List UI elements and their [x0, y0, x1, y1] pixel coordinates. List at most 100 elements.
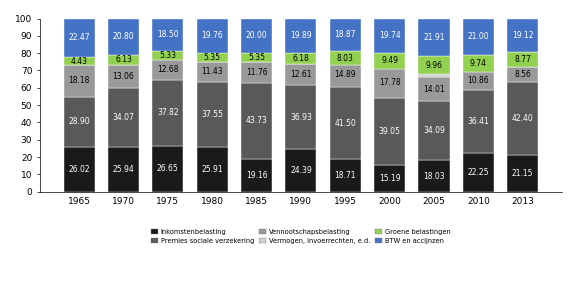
Bar: [374, 67, 405, 98]
Text: 11.76: 11.76: [246, 68, 267, 77]
Text: 9.49: 9.49: [381, 56, 398, 65]
Text: 18.71: 18.71: [335, 171, 356, 180]
Bar: [152, 80, 183, 145]
Bar: [418, 74, 449, 77]
Text: 41.50: 41.50: [335, 119, 356, 128]
Bar: [197, 147, 228, 192]
Bar: [286, 53, 316, 64]
Text: 26.65: 26.65: [157, 164, 179, 173]
Text: 8.77: 8.77: [514, 55, 531, 64]
Text: 18.18: 18.18: [69, 76, 90, 85]
Bar: [418, 77, 449, 102]
Text: 5.35: 5.35: [248, 53, 265, 62]
Text: 43.73: 43.73: [246, 116, 268, 125]
Bar: [418, 161, 449, 192]
Text: 10.86: 10.86: [467, 76, 489, 85]
Text: 12.68: 12.68: [157, 65, 179, 74]
Bar: [463, 90, 494, 153]
Bar: [330, 159, 361, 192]
Text: 39.05: 39.05: [379, 127, 400, 136]
Text: 26.02: 26.02: [68, 165, 90, 174]
Text: 24.39: 24.39: [290, 166, 312, 175]
Bar: [152, 18, 183, 51]
Bar: [507, 82, 538, 155]
Text: 14.89: 14.89: [335, 70, 356, 79]
Text: 21.00: 21.00: [467, 32, 489, 41]
Bar: [418, 18, 449, 56]
Bar: [418, 56, 449, 74]
Text: 5.35: 5.35: [204, 53, 221, 62]
Bar: [463, 153, 494, 192]
Bar: [374, 67, 405, 69]
Text: 22.25: 22.25: [467, 168, 489, 177]
Bar: [152, 58, 183, 60]
Bar: [330, 88, 361, 159]
Bar: [330, 62, 361, 65]
Bar: [463, 18, 494, 55]
Bar: [286, 64, 316, 85]
Text: 34.09: 34.09: [423, 126, 445, 135]
Bar: [152, 51, 183, 60]
Bar: [330, 62, 361, 88]
Bar: [108, 147, 139, 192]
Text: 14.01: 14.01: [423, 85, 445, 94]
Text: 19.12: 19.12: [512, 31, 534, 40]
Text: 25.91: 25.91: [201, 165, 223, 174]
Bar: [507, 52, 538, 67]
Bar: [108, 55, 139, 65]
Text: 4.43: 4.43: [70, 57, 88, 66]
Text: 36.41: 36.41: [467, 117, 489, 126]
Bar: [152, 145, 183, 192]
Text: 6.18: 6.18: [293, 54, 309, 63]
Bar: [241, 62, 272, 83]
Text: 21.15: 21.15: [512, 169, 534, 178]
Bar: [463, 55, 494, 72]
Bar: [463, 71, 494, 90]
Text: 20.00: 20.00: [246, 31, 268, 40]
Bar: [197, 18, 228, 53]
Bar: [507, 67, 538, 82]
Bar: [108, 88, 139, 147]
Bar: [374, 53, 405, 69]
Text: 34.07: 34.07: [113, 113, 134, 122]
Bar: [330, 18, 361, 51]
Text: 13.06: 13.06: [113, 72, 134, 81]
Bar: [463, 71, 494, 72]
Text: 21.91: 21.91: [424, 33, 445, 42]
Bar: [63, 58, 95, 65]
Text: 19.74: 19.74: [379, 31, 400, 40]
Legend: Inkomstenbelasting, Premies sociale verzekering, Vennootschapsbelasting, Vermoge: Inkomstenbelasting, Premies sociale verz…: [149, 226, 453, 247]
Bar: [197, 62, 228, 82]
Bar: [108, 65, 139, 88]
Text: 28.90: 28.90: [68, 117, 90, 126]
Bar: [197, 82, 228, 147]
Text: 17.78: 17.78: [379, 78, 400, 87]
Text: 37.82: 37.82: [157, 108, 179, 117]
Text: 9.96: 9.96: [425, 61, 443, 70]
Text: 19.76: 19.76: [201, 31, 223, 40]
Bar: [63, 147, 95, 192]
Bar: [63, 65, 95, 97]
Text: 18.50: 18.50: [157, 30, 179, 39]
Text: 37.55: 37.55: [201, 110, 223, 119]
Bar: [63, 97, 95, 147]
Text: 18.87: 18.87: [335, 30, 356, 39]
Bar: [241, 83, 272, 158]
Bar: [241, 158, 272, 192]
Bar: [507, 155, 538, 192]
Text: 18.03: 18.03: [423, 171, 445, 181]
Bar: [197, 53, 228, 62]
Bar: [330, 51, 361, 65]
Text: 8.03: 8.03: [337, 54, 354, 63]
Bar: [108, 18, 139, 55]
Text: 11.43: 11.43: [201, 67, 223, 76]
Bar: [241, 18, 272, 53]
Bar: [374, 165, 405, 192]
Text: 8.56: 8.56: [514, 70, 531, 79]
Text: 9.74: 9.74: [470, 59, 487, 68]
Bar: [507, 18, 538, 52]
Text: 22.47: 22.47: [68, 33, 90, 42]
Text: 20.80: 20.80: [113, 32, 134, 41]
Text: 36.93: 36.93: [290, 113, 312, 122]
Bar: [152, 58, 183, 80]
